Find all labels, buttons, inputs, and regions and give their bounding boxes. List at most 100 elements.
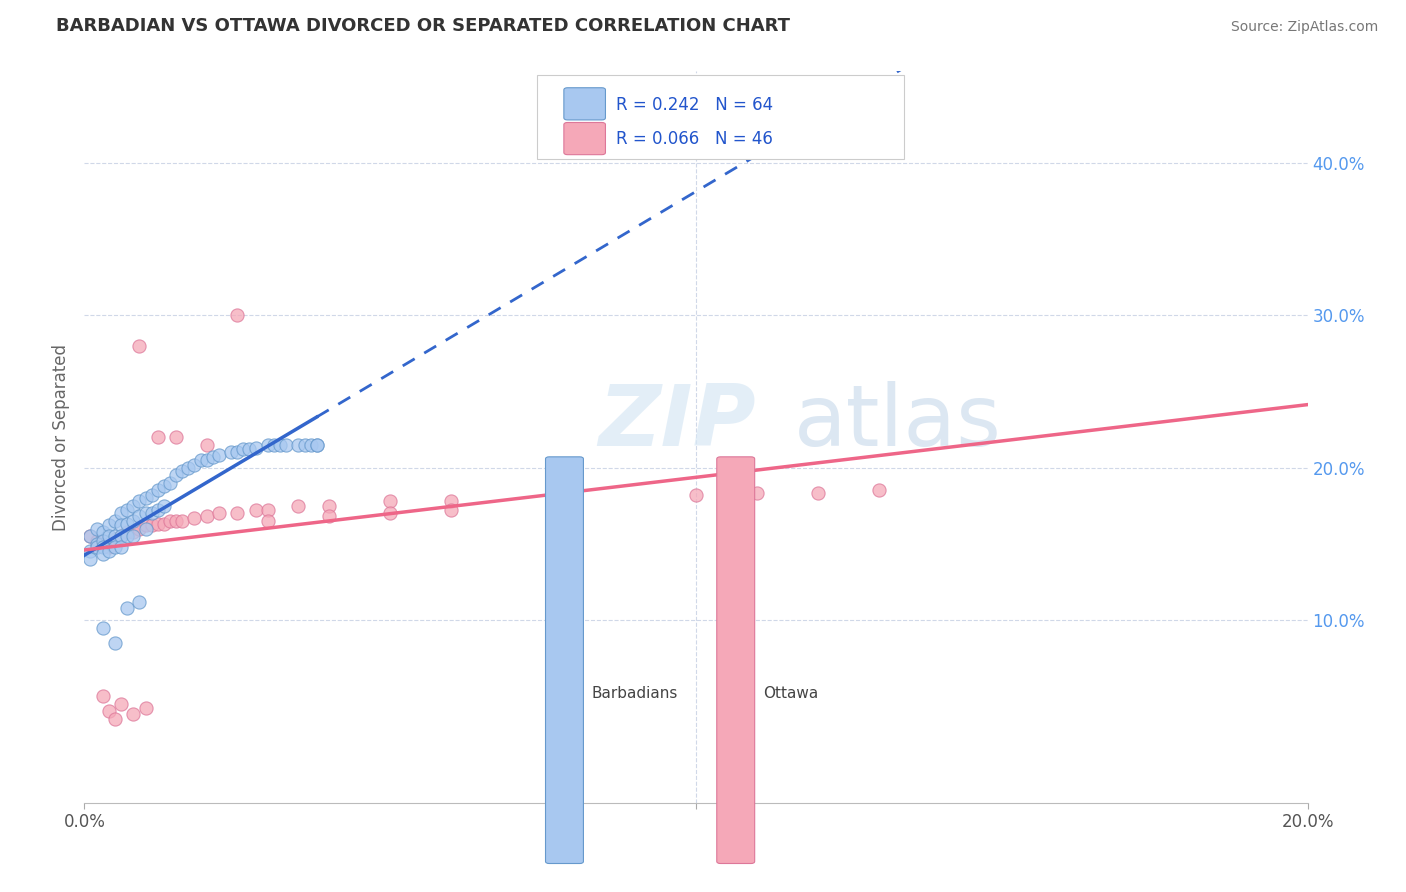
Text: BARBADIAN VS OTTAWA DIVORCED OR SEPARATED CORRELATION CHART: BARBADIAN VS OTTAWA DIVORCED OR SEPARATE…: [56, 17, 790, 35]
FancyBboxPatch shape: [564, 122, 606, 154]
Point: [380, 506, 402, 520]
Point: [97, 540, 120, 554]
Point: [226, 445, 249, 459]
Point: [141, 488, 163, 502]
Point: [159, 475, 181, 490]
Point: [257, 503, 280, 517]
Point: [146, 503, 169, 517]
Point: [201, 450, 224, 464]
Point: [86, 521, 108, 535]
Point: [305, 438, 328, 452]
Point: [135, 506, 157, 520]
Point: [380, 494, 402, 508]
Point: [232, 442, 254, 457]
Point: [122, 529, 145, 543]
Point: [115, 600, 138, 615]
Point: [807, 486, 830, 500]
Point: [122, 499, 145, 513]
Point: [115, 503, 138, 517]
Point: [128, 494, 150, 508]
Point: [172, 514, 194, 528]
Point: [110, 697, 132, 711]
Point: [195, 509, 218, 524]
Point: [141, 506, 163, 520]
Point: [208, 449, 231, 463]
Point: [110, 529, 132, 543]
Point: [226, 506, 249, 520]
Point: [318, 509, 340, 524]
Point: [110, 540, 132, 554]
Point: [159, 514, 181, 528]
Point: [104, 529, 127, 543]
Point: [115, 529, 138, 543]
Point: [440, 494, 463, 508]
Point: [104, 540, 127, 554]
Point: [183, 458, 205, 472]
Point: [146, 516, 169, 531]
Point: [195, 453, 218, 467]
Point: [128, 509, 150, 524]
Point: [135, 518, 157, 533]
Point: [128, 521, 150, 535]
Point: [257, 514, 280, 528]
Point: [190, 453, 212, 467]
Point: [104, 636, 127, 650]
Point: [86, 533, 108, 548]
Point: [172, 464, 194, 478]
Point: [263, 438, 285, 452]
Point: [146, 430, 169, 444]
Point: [165, 430, 187, 444]
Point: [79, 529, 101, 543]
Point: [238, 442, 260, 457]
Point: [86, 540, 108, 554]
Point: [110, 518, 132, 533]
Point: [104, 532, 127, 546]
Point: [165, 468, 187, 483]
Point: [318, 499, 340, 513]
Point: [79, 529, 101, 543]
Point: [183, 511, 205, 525]
Text: atlas: atlas: [794, 381, 1002, 464]
Point: [91, 524, 114, 539]
Point: [104, 712, 127, 726]
Point: [91, 689, 114, 703]
FancyBboxPatch shape: [717, 457, 755, 863]
Point: [177, 460, 200, 475]
Y-axis label: Divorced or Separated: Divorced or Separated: [52, 343, 70, 531]
Point: [110, 529, 132, 543]
Point: [294, 438, 316, 452]
Point: [305, 438, 328, 452]
Point: [208, 506, 231, 520]
Point: [299, 438, 322, 452]
Point: [135, 521, 157, 535]
Point: [122, 707, 145, 722]
Point: [97, 705, 120, 719]
Point: [128, 338, 150, 352]
Point: [135, 701, 157, 715]
Text: R = 0.242   N = 64: R = 0.242 N = 64: [616, 95, 773, 113]
Point: [685, 488, 707, 502]
Point: [115, 516, 138, 531]
Point: [91, 621, 114, 635]
Point: [86, 537, 108, 551]
Text: Source: ZipAtlas.com: Source: ZipAtlas.com: [1230, 21, 1378, 34]
Point: [153, 499, 176, 513]
Point: [869, 483, 891, 498]
Text: Ottawa: Ottawa: [763, 686, 818, 700]
Point: [122, 514, 145, 528]
Point: [440, 503, 463, 517]
Point: [562, 491, 585, 505]
Point: [245, 503, 267, 517]
Point: [122, 524, 145, 539]
Point: [276, 438, 298, 452]
Point: [153, 479, 176, 493]
FancyBboxPatch shape: [546, 457, 583, 863]
Point: [110, 506, 132, 520]
Point: [146, 483, 169, 498]
Point: [165, 514, 187, 528]
Point: [128, 594, 150, 608]
Point: [79, 544, 101, 558]
Point: [91, 537, 114, 551]
FancyBboxPatch shape: [537, 75, 904, 159]
Point: [245, 441, 267, 455]
